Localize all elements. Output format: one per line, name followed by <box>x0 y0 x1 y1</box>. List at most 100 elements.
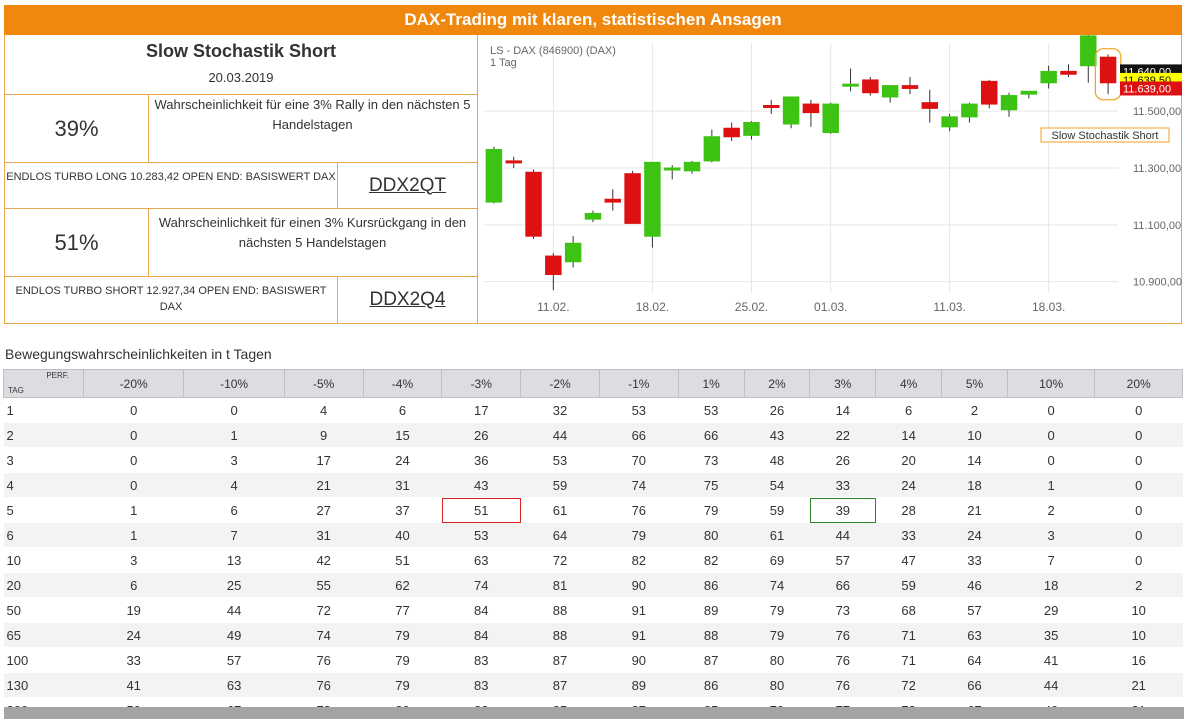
candle <box>584 210 602 222</box>
probability-cell: 24 <box>941 522 1008 548</box>
probability-cell: 64 <box>520 522 600 548</box>
candle <box>802 99 820 127</box>
probability-cell: 80 <box>744 672 810 698</box>
probability-cell: 74 <box>441 572 521 598</box>
probability-cell: 66 <box>599 422 679 448</box>
price-label-box <box>1120 81 1182 96</box>
candle-body <box>743 122 760 136</box>
probability-cell: 66 <box>941 672 1008 698</box>
probability-cell: 55 <box>284 572 364 598</box>
probability-cell: 32 <box>520 397 600 423</box>
column-header: -1% <box>598 369 679 398</box>
probability-cell: 26 <box>441 422 521 448</box>
probability-cell: 91 <box>599 622 679 648</box>
probability-cell: 74 <box>284 622 364 648</box>
probability-cell: 3 <box>83 547 184 573</box>
candle <box>485 146 503 204</box>
probability-cell: 80 <box>744 647 810 673</box>
candle <box>782 96 800 129</box>
table-row: 6 1 7 31 40 53 64 79 80 61 44 33 24 3 0 <box>3 522 1183 548</box>
probability-cell: 80 <box>678 522 745 548</box>
probability-cell: 76 <box>809 647 876 673</box>
probability-cell: 79 <box>599 522 679 548</box>
candle <box>961 102 978 123</box>
long-product-row: ENDLOS TURBO LONG 10.283,42 OPEN END: BA… <box>5 163 477 209</box>
annotation-text: Slow Stochastik Short <box>1052 130 1159 142</box>
probability-cell: 63 <box>441 547 521 573</box>
annotation-box <box>1040 127 1170 143</box>
chart-title: LS - DAX (846900) (DAX) <box>490 45 616 57</box>
x-tick-label: 25.02. <box>735 300 768 314</box>
probability-cell: 24 <box>363 447 442 473</box>
candle-body <box>663 167 681 171</box>
long-product-link[interactable]: DDX2QT <box>368 174 447 196</box>
probability-cell: 39 <box>809 497 876 523</box>
probability-cell: 53 <box>678 397 745 423</box>
probability-cell: 72 <box>875 672 942 698</box>
probability-cell: 7 <box>183 522 285 548</box>
day-cell: 4 <box>3 472 84 498</box>
signal-title: Slow Stochastik Short <box>145 41 337 61</box>
probability-cell: 42 <box>284 547 364 573</box>
day-cell: 50 <box>3 597 84 623</box>
probability-cell: 4 <box>183 472 285 498</box>
table-row: 5 1 6 27 37 51 61 76 79 59 39 28 21 2 0 <box>3 497 1183 523</box>
probability-cell: 48 <box>744 447 810 473</box>
rally-probability-row: 39% Wahrscheinlichkeit für eine 3% Rally… <box>5 95 477 163</box>
day-cell: 130 <box>3 672 84 698</box>
candle <box>1000 92 1018 117</box>
probability-table: PERF. TAG -20% -10% -5% -4% -3% -2% -1% 1% 2% 3% 4… <box>3 369 1183 723</box>
probability-cell: 0 <box>1094 397 1183 423</box>
rally-probability-text: Wahrscheinlichkeit für eine 3% Rally in … <box>154 97 471 132</box>
probability-cell: 57 <box>941 597 1008 623</box>
signal-panel: Slow Stochastik Short 20.03.2019 39% Wah… <box>4 31 1182 324</box>
probability-cell: 90 <box>599 572 679 598</box>
probability-cell: 10 <box>1094 622 1183 648</box>
probability-cell: 79 <box>363 647 442 673</box>
probability-cell: 26 <box>744 397 810 423</box>
probability-cell: 70 <box>599 447 679 473</box>
probability-cell: 41 <box>83 672 184 698</box>
candle-body <box>961 103 978 118</box>
candle-body <box>624 173 641 224</box>
probability-cell: 79 <box>363 622 442 648</box>
candle <box>604 189 622 211</box>
probability-cell: 33 <box>941 547 1008 573</box>
probability-cell: 35 <box>1007 622 1095 648</box>
candle-body <box>485 149 503 203</box>
candle <box>703 129 721 163</box>
signal-info: Slow Stochastik Short 20.03.2019 39% Wah… <box>5 35 477 323</box>
probability-cell: 76 <box>284 672 364 698</box>
candle <box>901 77 919 95</box>
column-header: -20% <box>82 369 185 398</box>
x-tick-label: 11.02. <box>537 300 569 314</box>
signal-date: 20.03.2019 <box>208 70 274 85</box>
candle-body <box>525 171 542 237</box>
probability-cell: 84 <box>441 597 521 623</box>
probability-cell: 14 <box>809 397 876 423</box>
probability-cell: 24 <box>875 472 942 498</box>
probability-cell: 88 <box>520 597 600 623</box>
probability-cell: 57 <box>809 547 876 573</box>
column-header: 1% <box>677 369 745 398</box>
probability-cell: 0 <box>83 397 184 423</box>
decline-probability-text: Wahrscheinlichkeit für einen 3% Kursrück… <box>158 215 467 250</box>
probability-cell: 18 <box>1007 572 1095 598</box>
probability-cell: 0 <box>83 422 184 448</box>
probability-cell: 76 <box>284 647 364 673</box>
candle-body <box>545 255 562 276</box>
probability-cell: 0 <box>1007 422 1095 448</box>
probability-cell: 29 <box>1007 597 1095 623</box>
candle-body <box>703 136 721 162</box>
candle <box>763 99 780 115</box>
probability-cell: 72 <box>284 597 364 623</box>
candle-body <box>564 242 582 263</box>
signal-title-cell: Slow Stochastik Short 20.03.2019 <box>5 35 477 95</box>
candle-body <box>921 102 939 109</box>
column-header: 5% <box>941 369 1008 398</box>
x-tick-label: 18.02. <box>636 300 669 314</box>
table-header-row: PERF. TAG -20% -10% -5% -4% -3% -2% -1% 1% 2% 3% 4… <box>3 369 1183 398</box>
probability-cell: 2 <box>1007 497 1095 523</box>
short-product-link[interactable]: DDX2Q4 <box>369 289 446 310</box>
table-row: 2 0 1 9 15 26 44 66 66 43 22 14 10 0 0 <box>3 422 1183 448</box>
